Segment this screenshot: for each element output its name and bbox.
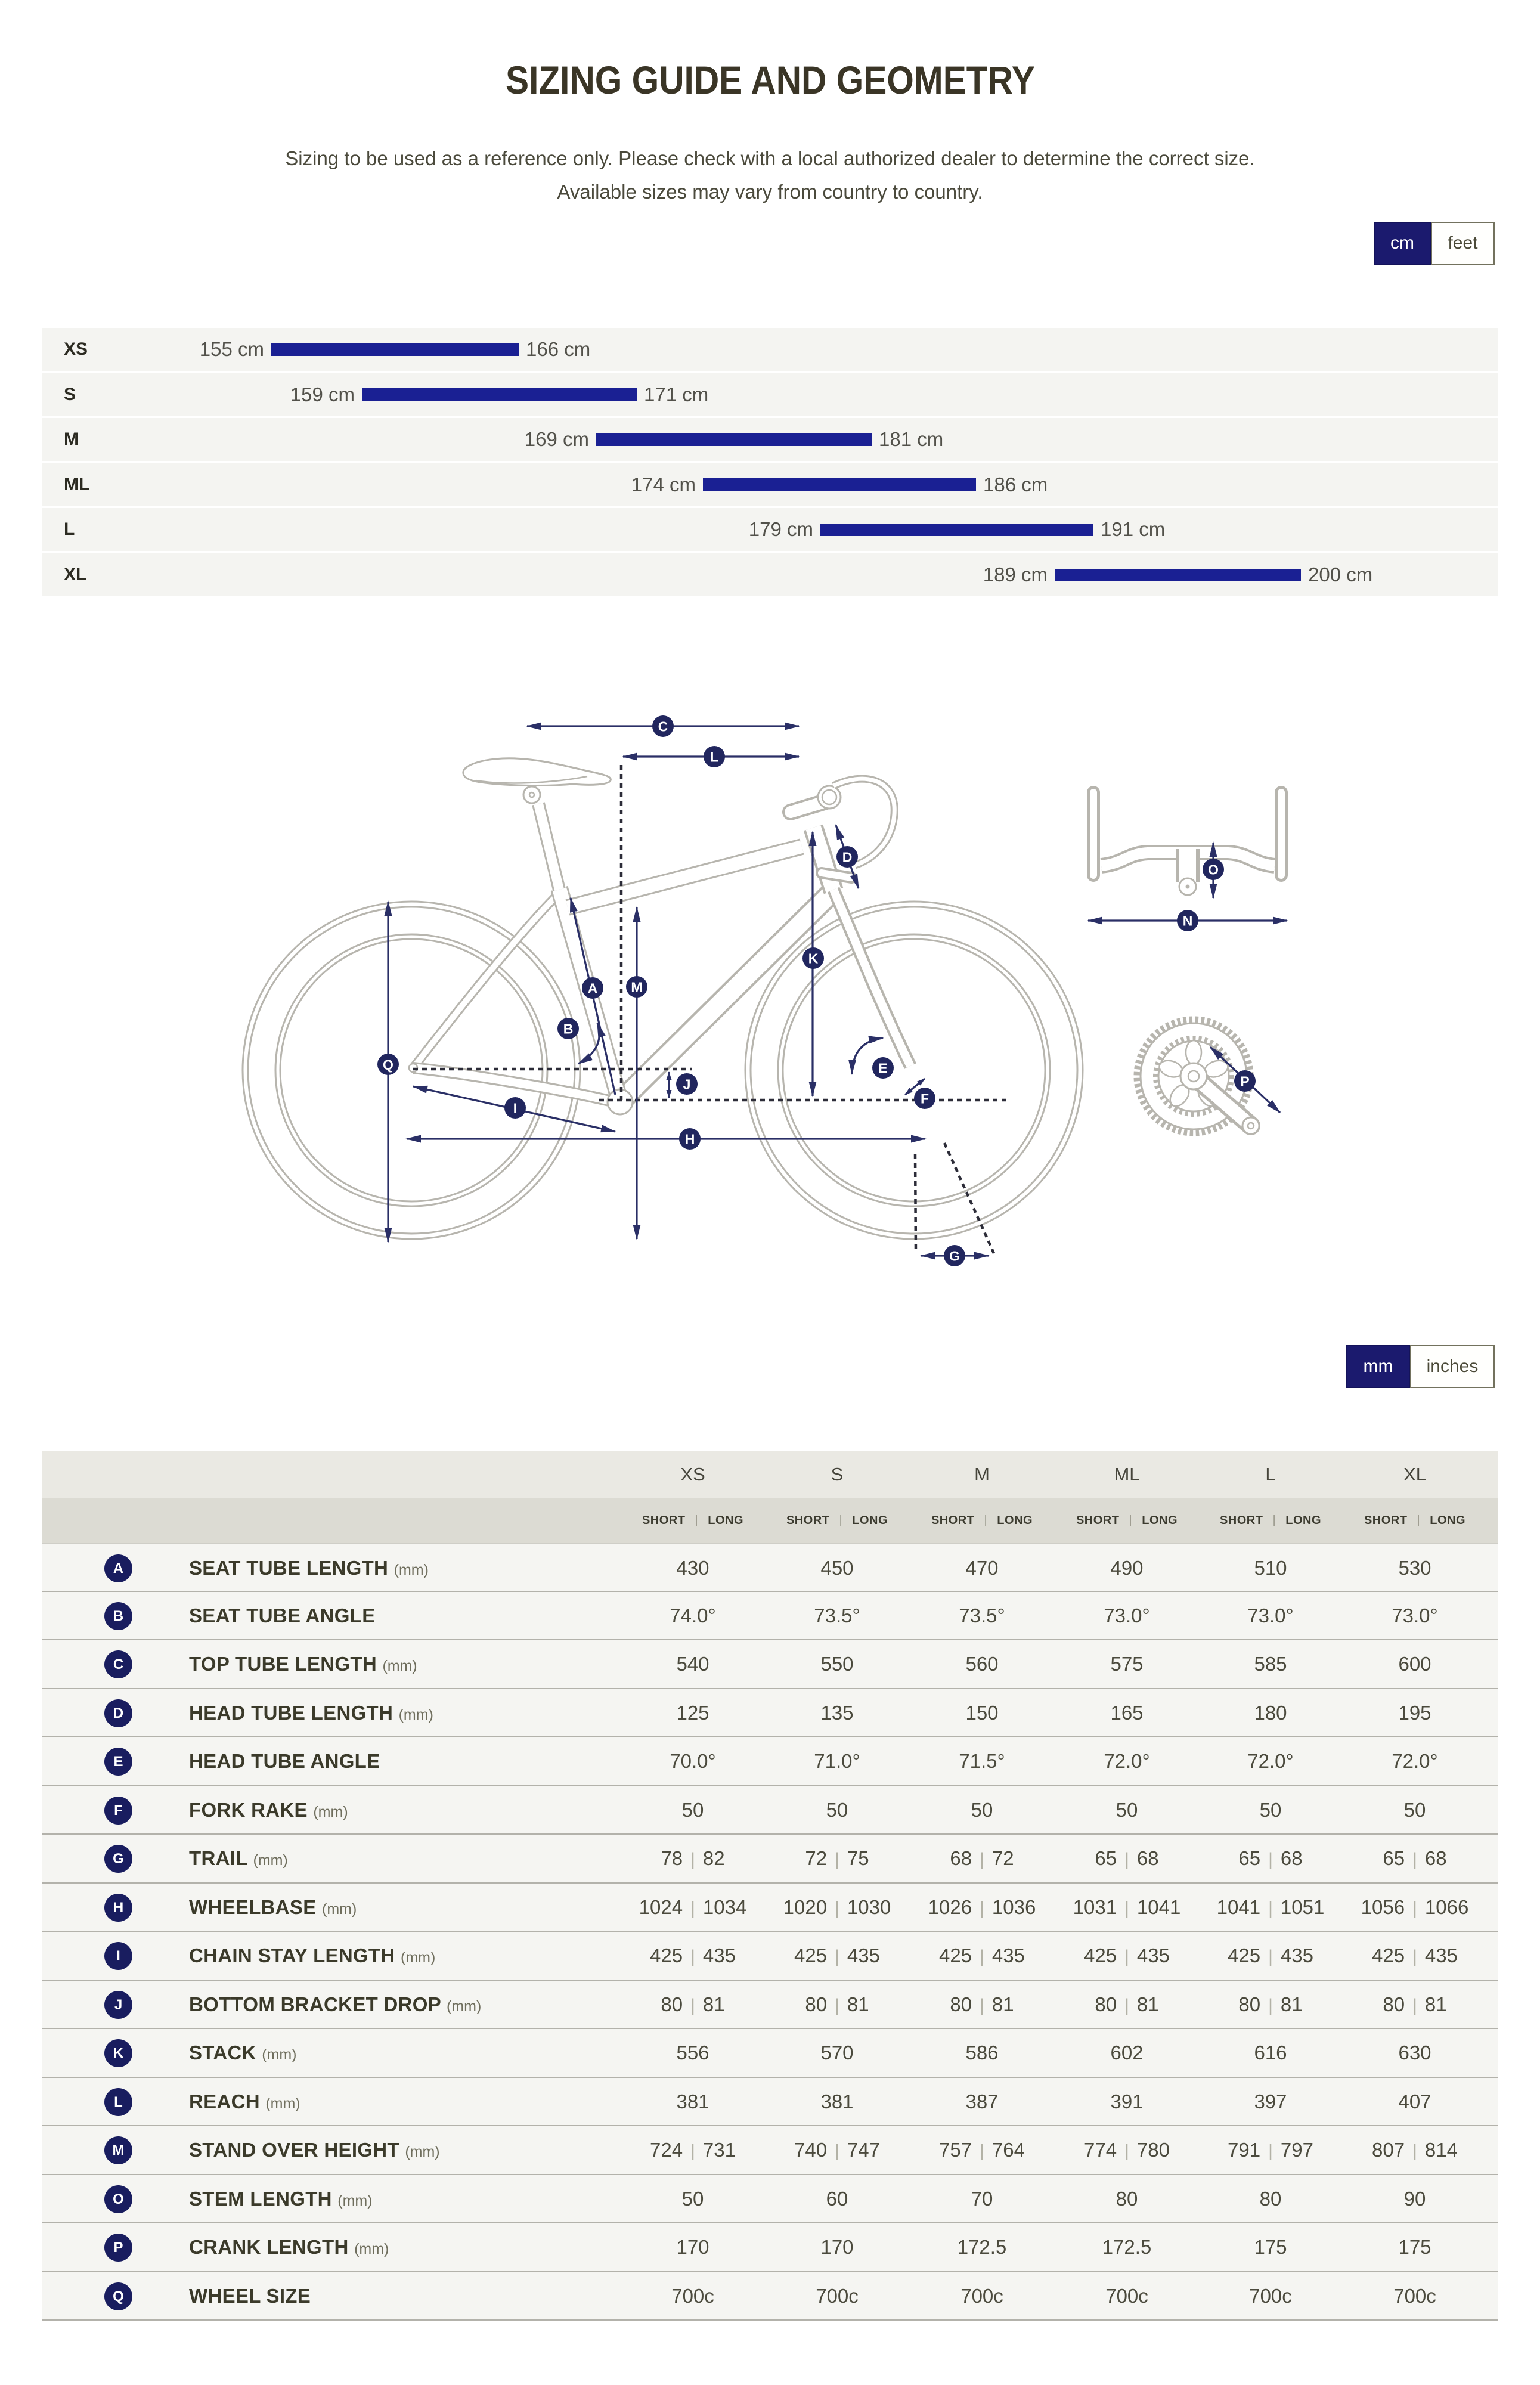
svg-text:F: F: [921, 1091, 929, 1107]
svg-text:H: H: [685, 1132, 695, 1147]
svg-text:K: K: [808, 951, 819, 967]
svg-text:G: G: [949, 1249, 960, 1264]
svg-text:L: L: [710, 749, 718, 765]
svg-text:O: O: [1208, 862, 1219, 878]
svg-text:J: J: [683, 1077, 691, 1092]
svg-text:D: D: [842, 850, 853, 865]
svg-text:P: P: [1240, 1074, 1249, 1089]
svg-text:B: B: [563, 1021, 574, 1037]
svg-text:I: I: [513, 1101, 517, 1116]
svg-text:M: M: [631, 980, 642, 995]
svg-text:Q: Q: [383, 1057, 393, 1073]
svg-text:C: C: [658, 719, 668, 735]
svg-text:E: E: [878, 1061, 887, 1076]
svg-text:A: A: [588, 981, 598, 996]
svg-text:N: N: [1183, 913, 1193, 929]
